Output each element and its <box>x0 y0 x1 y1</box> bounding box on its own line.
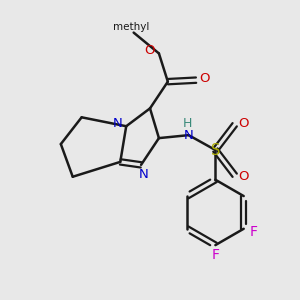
Text: S: S <box>211 142 220 158</box>
Text: O: O <box>238 117 248 130</box>
Text: F: F <box>249 225 257 239</box>
Text: O: O <box>145 44 155 57</box>
Text: F: F <box>212 248 219 262</box>
Text: N: N <box>184 129 194 142</box>
Text: O: O <box>238 170 248 183</box>
Text: O: O <box>200 72 210 85</box>
Text: N: N <box>113 117 123 130</box>
Text: N: N <box>139 168 149 181</box>
Text: methyl: methyl <box>113 22 149 32</box>
Text: H: H <box>182 117 192 130</box>
